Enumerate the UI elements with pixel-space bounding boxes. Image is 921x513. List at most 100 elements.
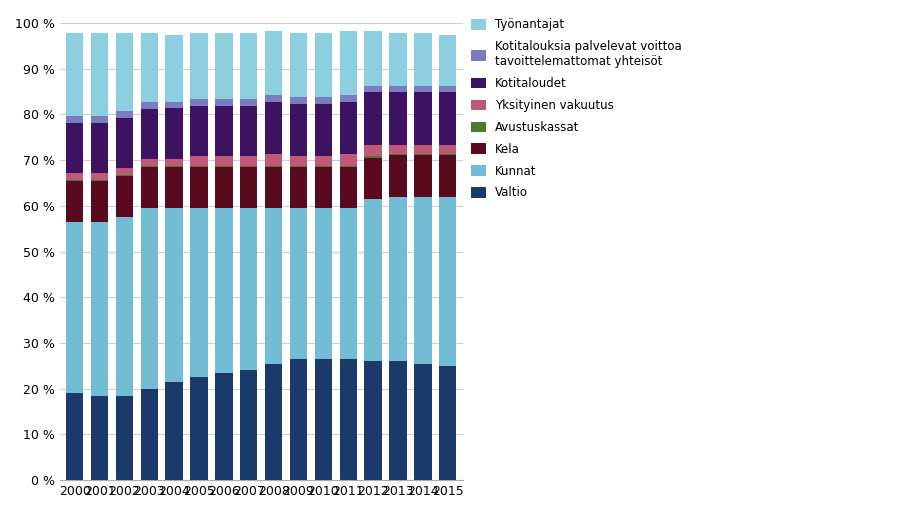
- Bar: [414, 154, 432, 155]
- Bar: [439, 154, 457, 155]
- Bar: [141, 102, 158, 109]
- Bar: [290, 167, 308, 208]
- Bar: [91, 181, 109, 222]
- Bar: [216, 106, 233, 156]
- Bar: [240, 370, 258, 480]
- Bar: [340, 31, 357, 95]
- Bar: [166, 159, 183, 166]
- Bar: [390, 154, 407, 155]
- Bar: [191, 106, 208, 156]
- Bar: [265, 364, 283, 480]
- Bar: [265, 208, 283, 364]
- Bar: [315, 166, 332, 167]
- Bar: [265, 166, 283, 167]
- Bar: [240, 99, 258, 106]
- Bar: [414, 155, 432, 196]
- Bar: [66, 181, 84, 222]
- Bar: [240, 166, 258, 167]
- Bar: [365, 92, 382, 145]
- Bar: [265, 95, 283, 102]
- Bar: [315, 167, 332, 208]
- Bar: [365, 199, 382, 361]
- Bar: [191, 156, 208, 166]
- Bar: [166, 167, 183, 208]
- Bar: [66, 116, 84, 123]
- Bar: [290, 208, 308, 359]
- Bar: [265, 102, 283, 154]
- Legend: Työnantajat, Kotitalouksia palvelevat voittoa
tavoittelemattomat yhteisöt, Kotit: Työnantajat, Kotitalouksia palvelevat vo…: [467, 14, 686, 204]
- Bar: [216, 166, 233, 167]
- Bar: [141, 159, 158, 166]
- Bar: [166, 102, 183, 108]
- Bar: [66, 123, 84, 173]
- Bar: [340, 359, 357, 480]
- Bar: [315, 208, 332, 359]
- Bar: [216, 99, 233, 106]
- Bar: [191, 99, 208, 106]
- Bar: [265, 167, 283, 208]
- Bar: [91, 33, 109, 116]
- Bar: [390, 86, 407, 92]
- Bar: [365, 31, 382, 86]
- Bar: [365, 158, 382, 199]
- Bar: [290, 104, 308, 156]
- Bar: [265, 154, 283, 166]
- Bar: [116, 176, 134, 217]
- Bar: [91, 396, 109, 480]
- Bar: [439, 366, 457, 480]
- Bar: [240, 156, 258, 166]
- Bar: [340, 95, 357, 102]
- Bar: [141, 389, 158, 480]
- Bar: [315, 104, 332, 156]
- Bar: [390, 33, 407, 86]
- Bar: [340, 208, 357, 359]
- Bar: [439, 196, 457, 366]
- Bar: [240, 106, 258, 156]
- Bar: [191, 377, 208, 480]
- Bar: [439, 86, 457, 92]
- Bar: [414, 196, 432, 364]
- Bar: [191, 166, 208, 167]
- Bar: [66, 180, 84, 181]
- Bar: [116, 168, 134, 175]
- Bar: [290, 359, 308, 480]
- Bar: [141, 167, 158, 208]
- Bar: [116, 396, 134, 480]
- Bar: [365, 86, 382, 92]
- Bar: [414, 33, 432, 86]
- Bar: [390, 196, 407, 361]
- Bar: [390, 361, 407, 480]
- Bar: [340, 166, 357, 167]
- Bar: [191, 33, 208, 99]
- Bar: [315, 33, 332, 97]
- Bar: [340, 102, 357, 154]
- Bar: [191, 167, 208, 208]
- Bar: [365, 145, 382, 156]
- Bar: [414, 92, 432, 145]
- Bar: [365, 156, 382, 158]
- Bar: [290, 156, 308, 166]
- Bar: [216, 33, 233, 99]
- Bar: [414, 86, 432, 92]
- Bar: [116, 33, 134, 111]
- Bar: [91, 180, 109, 181]
- Bar: [66, 222, 84, 393]
- Bar: [290, 97, 308, 104]
- Bar: [414, 145, 432, 154]
- Bar: [116, 175, 134, 176]
- Bar: [66, 173, 84, 180]
- Bar: [166, 108, 183, 159]
- Bar: [439, 92, 457, 145]
- Bar: [240, 33, 258, 99]
- Bar: [315, 156, 332, 166]
- Bar: [340, 154, 357, 166]
- Bar: [439, 145, 457, 154]
- Bar: [166, 382, 183, 480]
- Bar: [166, 35, 183, 102]
- Bar: [116, 118, 134, 168]
- Bar: [315, 97, 332, 104]
- Bar: [141, 208, 158, 389]
- Bar: [91, 123, 109, 173]
- Bar: [365, 361, 382, 480]
- Bar: [91, 116, 109, 123]
